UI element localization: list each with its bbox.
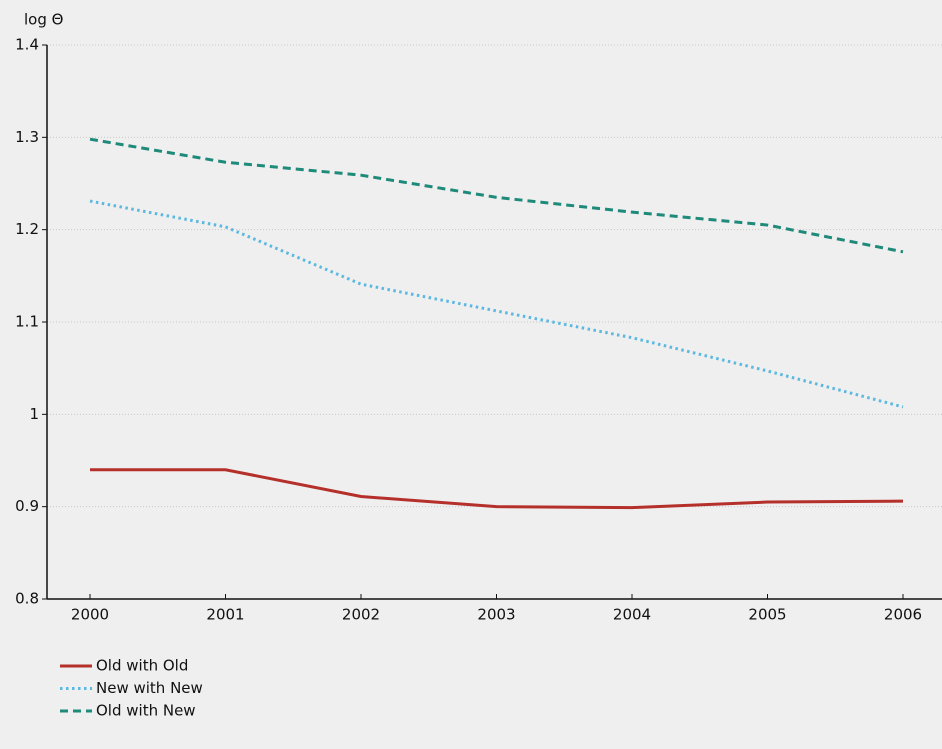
y-tick-label: 1.3 [15,128,39,146]
y-tick-label: 1.4 [15,36,39,54]
y-tick-label: 0.9 [15,497,39,515]
y-axis-label: log Θ [24,11,63,29]
x-tick-label: 2005 [748,606,786,624]
x-tick-label: 2004 [613,606,651,624]
y-tick-label: 1 [29,405,39,423]
x-tick-label: 2002 [342,606,380,624]
y-tick-label: 0.8 [15,590,39,608]
y-tick-label: 1.1 [15,313,39,331]
legend-label: New with New [96,679,203,697]
legend-label: Old with New [96,702,196,720]
x-tick-label: 2000 [71,606,109,624]
y-tick-label: 1.2 [15,220,39,238]
legend-label: Old with Old [96,657,188,675]
x-tick-label: 2006 [884,606,922,624]
series-line [90,468,904,510]
x-tick-label: 2001 [206,606,244,624]
series-line [89,137,904,254]
x-tick-label: 2003 [477,606,515,624]
